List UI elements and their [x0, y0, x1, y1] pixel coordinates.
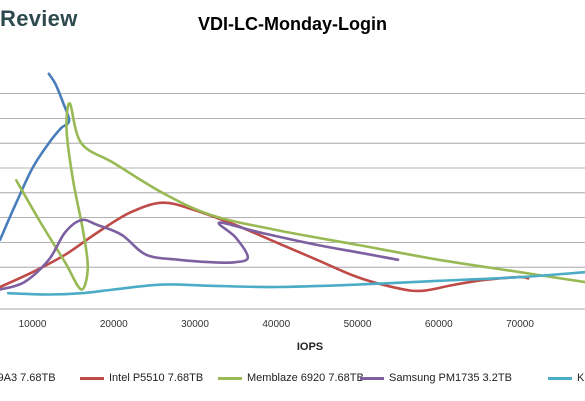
series-line-4	[6, 270, 585, 296]
gridlines	[0, 93, 585, 268]
legend-item-2: Memblaze 6920 7.68TB	[218, 372, 364, 384]
x-tick-label: 60000	[425, 319, 453, 330]
x-tick-label: 10000	[19, 319, 47, 330]
legend-item-1: Intel P5510 7.68TB	[80, 372, 203, 384]
legend-label: Ki	[577, 372, 585, 385]
series-line-3	[0, 218, 400, 291]
legend-item-4: Ki	[548, 372, 585, 384]
legend-label: Memblaze 6920 7.68TB	[247, 372, 364, 385]
x-axis-label: IOPS	[297, 341, 323, 353]
series-line-0	[0, 72, 71, 242]
x-tick-label: 40000	[262, 319, 290, 330]
legend-swatch	[548, 376, 572, 380]
legend-item-3: Samsung PM1735 3.2TB	[360, 372, 512, 384]
legend-item-0: PM9A3 7.68TB	[0, 372, 56, 384]
chart-title: VDI-LC-Monday-Login	[198, 14, 387, 34]
series-lines	[0, 72, 585, 296]
legend-label: PM9A3 7.68TB	[0, 372, 56, 385]
legend-swatch	[80, 376, 104, 380]
legend-label: Samsung PM1735 3.2TB	[389, 372, 512, 385]
legend-swatch	[360, 376, 384, 380]
x-tick-label: 70000	[506, 319, 534, 330]
legend-swatch	[218, 376, 242, 380]
series-line-1	[0, 201, 530, 293]
series-line-2	[15, 102, 585, 291]
x-tick-label: 20000	[100, 319, 128, 330]
logo-text: Review	[0, 6, 78, 31]
x-tick-label: 50000	[344, 319, 372, 330]
chart-legend: PM9A3 7.68TB Intel P5510 7.68TB Memblaze 6…	[0, 370, 585, 390]
x-tick-label: 30000	[181, 319, 209, 330]
x-axis-ticks: 10000 20000 30000 40000 50000 60000 70000	[19, 319, 535, 330]
legend-label: Intel P5510 7.68TB	[109, 372, 204, 385]
